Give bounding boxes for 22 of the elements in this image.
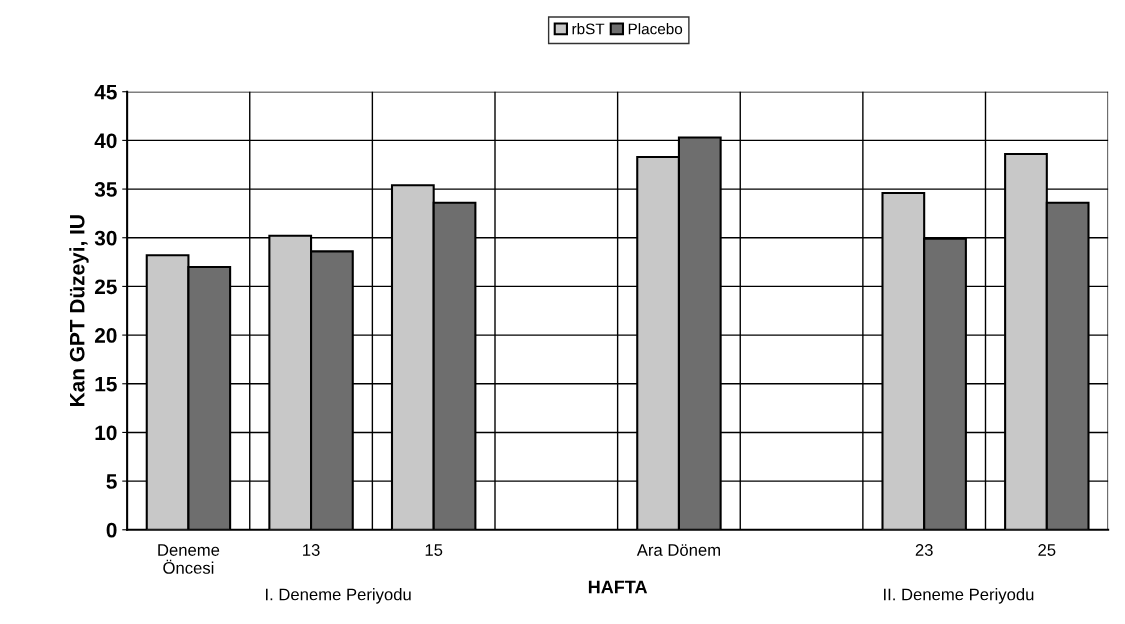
x-tick-label: 23 [915,544,933,556]
y-tick-label: 20 [94,328,117,343]
x-tick-label: 25 [1038,544,1056,556]
y-tick-label: 15 [95,376,117,392]
y-tick-label: 30 [94,230,117,246]
y-tick-label: 35 [94,182,117,197]
y-tick-label: 25 [94,279,117,295]
y-tick-label: 45 [94,84,117,100]
x-tick-label: Deneme Öncesi [158,544,220,574]
x-tick-label: Ara Dönem [636,544,720,556]
legend-label: rbST [572,23,605,35]
y-tick-label: 0 [106,522,117,538]
y-axis-title: Kan GPT Düzeyi, IU [69,215,89,407]
text: I. Deneme Periyodu [266,588,411,604]
x-axis-title: HAFTA [588,580,648,594]
text: II. Deneme Periyodu [884,588,1034,604]
y-tick-label: 40 [94,133,117,149]
legend-label: Placebo [628,23,683,35]
x-tick-label: 13 [303,544,320,556]
y-tick-label: 5 [106,474,117,489]
x-tick-label: 15 [425,544,443,556]
y-tick-label: 10 [95,425,117,441]
